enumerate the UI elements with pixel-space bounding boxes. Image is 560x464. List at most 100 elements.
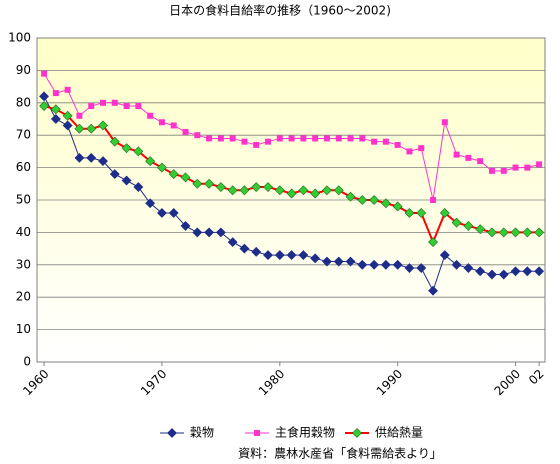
marker	[487, 269, 497, 280]
y-tick-label: 70	[16, 128, 31, 142]
marker	[111, 99, 118, 106]
marker	[512, 164, 519, 171]
marker	[121, 175, 132, 186]
marker	[227, 237, 238, 248]
marker	[265, 138, 272, 145]
marker	[312, 135, 319, 142]
marker	[498, 227, 509, 238]
marker	[392, 259, 403, 270]
marker	[345, 191, 356, 202]
marker	[475, 224, 486, 235]
legend-marker	[352, 428, 362, 438]
marker	[251, 246, 262, 257]
marker	[322, 256, 332, 267]
marker	[439, 208, 450, 218]
marker	[251, 182, 262, 192]
marker	[253, 141, 260, 148]
marker	[180, 220, 191, 231]
marker	[194, 132, 201, 139]
marker	[404, 208, 415, 218]
marker	[380, 198, 391, 209]
marker	[168, 169, 179, 180]
chart-title: 日本の食料自給率の推移（1960～2002)	[169, 3, 391, 18]
marker	[229, 135, 236, 142]
marker	[52, 90, 59, 97]
marker	[64, 86, 71, 93]
marker	[510, 266, 521, 277]
marker	[418, 145, 425, 152]
x-tick-label: 02	[526, 367, 547, 388]
marker	[50, 114, 61, 124]
marker	[123, 103, 130, 110]
marker	[357, 259, 368, 270]
marker	[310, 188, 321, 199]
marker	[50, 104, 61, 115]
marker	[170, 122, 177, 129]
marker	[522, 227, 533, 238]
marker	[298, 250, 309, 261]
marker	[215, 227, 226, 238]
marker	[109, 136, 120, 147]
y-tick-label: 50	[16, 193, 31, 207]
marker	[135, 103, 142, 110]
marker	[88, 103, 95, 110]
marker	[100, 99, 107, 106]
marker	[522, 266, 533, 277]
marker	[241, 138, 248, 145]
marker	[333, 256, 344, 267]
marker	[274, 250, 285, 261]
y-tick-label: 80	[16, 95, 31, 109]
marker	[477, 158, 484, 165]
marker	[510, 227, 521, 238]
marker	[347, 135, 354, 142]
marker	[180, 172, 191, 183]
marker	[204, 227, 215, 238]
marker	[322, 185, 332, 196]
y-tick-label: 30	[16, 257, 31, 271]
marker	[74, 152, 85, 163]
marker	[227, 185, 238, 196]
marker	[182, 128, 189, 135]
marker	[475, 266, 486, 277]
marker	[335, 135, 342, 142]
marker	[453, 151, 460, 158]
marker	[428, 237, 438, 248]
marker	[98, 120, 108, 131]
marker	[263, 250, 273, 261]
marker	[536, 161, 543, 168]
marker	[345, 256, 356, 267]
x-tick-label: 1980	[256, 367, 287, 398]
marker	[451, 259, 462, 270]
marker	[39, 91, 49, 102]
marker	[62, 120, 73, 131]
marker	[76, 112, 83, 119]
y-tick-label: 100	[8, 31, 31, 45]
marker	[206, 135, 213, 142]
marker	[359, 135, 366, 142]
marker	[524, 164, 531, 171]
marker	[157, 208, 167, 218]
marker	[404, 263, 415, 273]
marker	[428, 285, 438, 296]
marker	[39, 101, 49, 111]
marker	[369, 259, 380, 270]
x-tick-label: 2000	[492, 367, 523, 398]
y-tick-label: 20	[16, 290, 31, 304]
marker	[145, 198, 156, 209]
marker	[147, 112, 154, 119]
marker	[286, 188, 297, 199]
marker	[369, 195, 380, 205]
marker	[380, 259, 391, 270]
marker	[276, 135, 283, 142]
marker	[62, 110, 73, 121]
y-tick-label: 90	[16, 63, 31, 77]
legend-label: 主食用穀物	[275, 425, 335, 440]
marker	[534, 227, 545, 238]
marker	[263, 182, 273, 192]
marker	[333, 185, 344, 196]
marker	[109, 169, 120, 180]
marker	[274, 185, 285, 196]
marker	[133, 182, 144, 192]
marker	[98, 156, 108, 167]
